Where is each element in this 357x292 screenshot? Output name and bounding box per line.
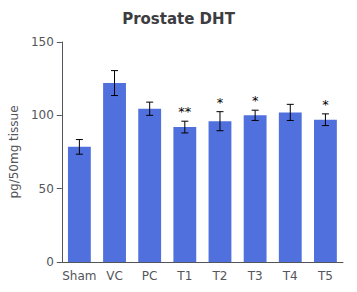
svg-text:50: 50 <box>39 182 54 196</box>
svg-text:T1: T1 <box>176 269 192 283</box>
svg-text:*: * <box>217 95 224 110</box>
svg-text:*: * <box>322 97 329 112</box>
svg-text:pg/50mg tissue: pg/50mg tissue <box>7 105 21 198</box>
svg-text:PC: PC <box>142 269 158 283</box>
svg-text:T5: T5 <box>317 269 333 283</box>
svg-text:Sham: Sham <box>62 269 96 283</box>
svg-text:*: * <box>252 93 259 108</box>
svg-text:100: 100 <box>31 108 54 122</box>
svg-text:VC: VC <box>106 269 123 283</box>
svg-text:T3: T3 <box>247 269 263 283</box>
svg-text:150: 150 <box>31 35 54 49</box>
svg-text:0: 0 <box>46 255 54 269</box>
svg-text:Prostate DHT: Prostate DHT <box>122 10 235 28</box>
svg-text:T4: T4 <box>282 269 298 283</box>
svg-text:T2: T2 <box>211 269 227 283</box>
svg-text:**: ** <box>178 104 192 119</box>
